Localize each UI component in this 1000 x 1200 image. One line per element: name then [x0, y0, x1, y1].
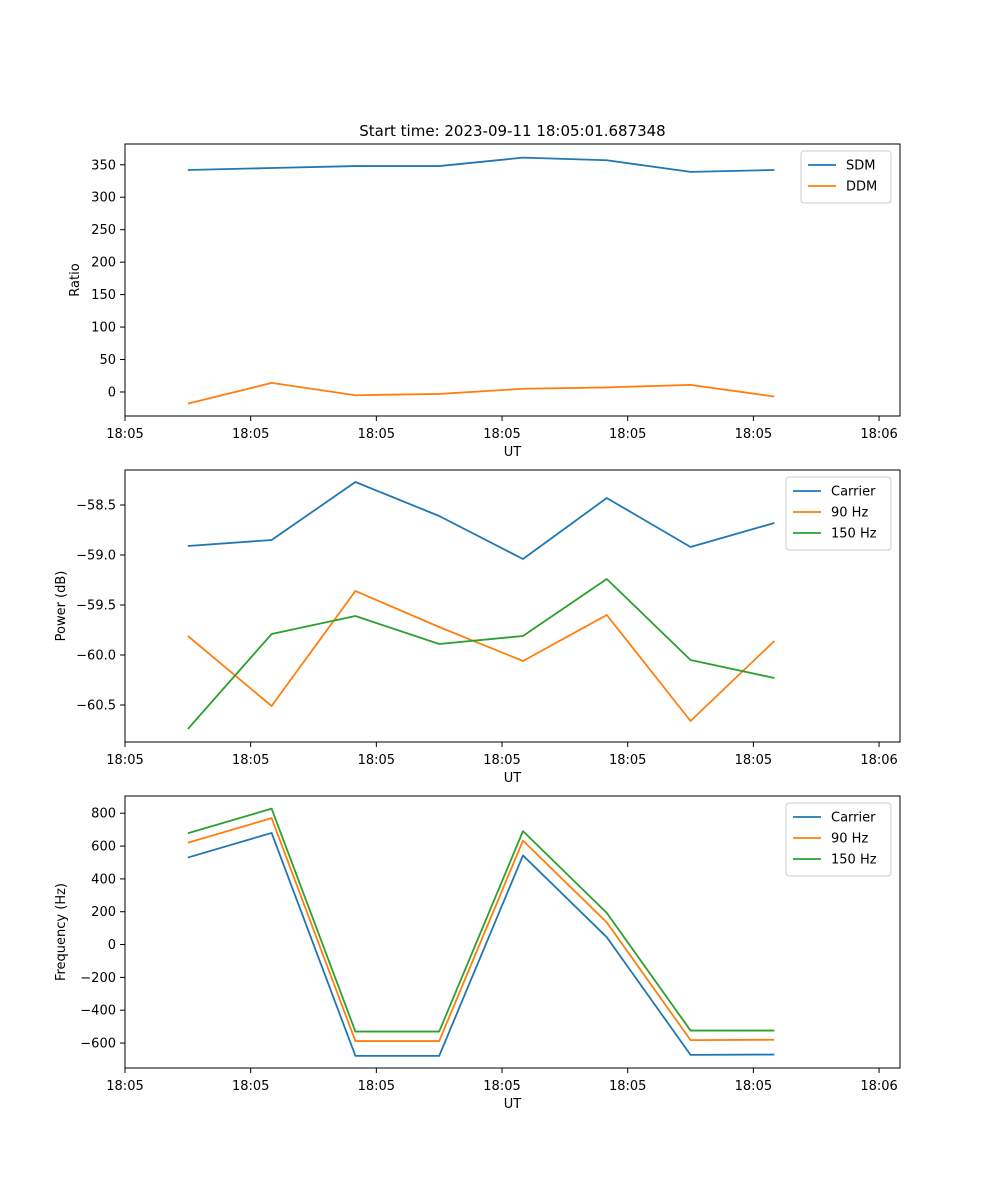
- y-tick-label: 600: [91, 840, 116, 855]
- x-axis-label: UT: [504, 445, 522, 460]
- legend-label: DDM: [846, 180, 877, 195]
- x-tick-label: 18:05: [483, 753, 520, 768]
- y-axis-label: Power (dB): [54, 571, 69, 642]
- legend: Carrier 90 Hz 150 Hz: [785, 476, 892, 551]
- legend: Carrier 90 Hz 150 Hz: [785, 802, 892, 877]
- y-tick-label: −60.0: [76, 649, 116, 664]
- x-tick-label: 18:05: [106, 753, 143, 768]
- series-line-90-hz: [187, 590, 775, 722]
- legend-label: 150 Hz: [831, 853, 877, 868]
- y-tick-label: 200: [91, 256, 116, 271]
- y-tick-label: −59.5: [76, 599, 116, 614]
- legend: SDM DDM: [800, 150, 892, 204]
- x-tick-label: 18:05: [609, 427, 646, 442]
- y-tick-label: 0: [108, 938, 116, 953]
- legend-box: [800, 150, 892, 204]
- y-tick-label: 100: [91, 321, 116, 336]
- legend-label: Carrier: [831, 811, 876, 826]
- x-tick-label: 18:05: [106, 1079, 143, 1094]
- x-tick-label: 18:05: [735, 753, 772, 768]
- y-tick-label: 50: [99, 353, 116, 368]
- x-tick-label: 18:05: [358, 427, 395, 442]
- x-tick-label: 18:05: [358, 1079, 395, 1094]
- chart-2: 18:05 18:05 18:05 18:05 18:05 18:05 18:06 −60.5…: [54, 469, 901, 786]
- x-tick-label: 18:05: [106, 427, 143, 442]
- y-tick-label: 250: [91, 223, 116, 238]
- chart-title: Start time: 2023-09-11 18:05:01.687348: [359, 122, 665, 140]
- axes-frame: [124, 143, 901, 417]
- legend-label: Carrier: [831, 485, 876, 500]
- series-line-150-hz: [187, 578, 775, 730]
- legend-box: [785, 802, 892, 877]
- x-tick-label: 18:05: [735, 1079, 772, 1094]
- y-axis-label: Frequency (Hz): [54, 883, 69, 981]
- y-tick-label: −400: [80, 1004, 116, 1019]
- y-tick-label: 400: [91, 872, 116, 887]
- x-tick-label: 18:05: [232, 1079, 269, 1094]
- y-tick-label: 150: [91, 288, 116, 303]
- series-line-carrier: [187, 832, 775, 1057]
- y-axis-label: Ratio: [68, 263, 83, 296]
- x-tick-label: 18:05: [483, 427, 520, 442]
- y-tick-label: −58.5: [76, 499, 116, 514]
- legend-label: 90 Hz: [831, 832, 868, 847]
- x-tick-label: 18:05: [735, 427, 772, 442]
- series-line-ddm: [187, 381, 775, 405]
- x-tick-label: 18:05: [232, 427, 269, 442]
- x-tick-label: 18:05: [609, 1079, 646, 1094]
- y-tick-label: 200: [91, 905, 116, 920]
- y-tick-label: 800: [91, 807, 116, 822]
- legend-box: [785, 476, 892, 551]
- x-axis-label: UT: [504, 1097, 522, 1112]
- x-tick-label: 18:06: [860, 753, 897, 768]
- x-tick-label: 18:06: [860, 1079, 897, 1094]
- legend-label: 90 Hz: [831, 506, 868, 521]
- x-tick-label: 18:06: [860, 427, 897, 442]
- y-tick-label: −59.0: [76, 549, 116, 564]
- y-tick-label: 0: [108, 385, 116, 400]
- x-tick-label: 18:05: [483, 1079, 520, 1094]
- chart-1: 18:05 18:05 18:05 18:05 18:05 18:05 18:06 0 50 10…: [68, 122, 901, 460]
- series-line-150-hz: [187, 807, 775, 1033]
- series-line-carrier: [187, 481, 775, 560]
- legend-label: 150 Hz: [831, 527, 877, 542]
- y-tick-label: 300: [91, 191, 116, 206]
- y-tick-label: −60.5: [76, 699, 116, 714]
- x-tick-label: 18:05: [609, 753, 646, 768]
- x-tick-label: 18:05: [232, 753, 269, 768]
- legend-label: SDM: [846, 159, 875, 174]
- series-line-90-hz: [187, 817, 775, 1042]
- x-axis-label: UT: [504, 771, 522, 786]
- series-line-sdm: [187, 156, 775, 173]
- x-tick-label: 18:05: [358, 753, 395, 768]
- chart-3: 18:05 18:05 18:05 18:05 18:05 18:05 18:06 −600 −…: [54, 795, 901, 1112]
- axes-frame: [124, 795, 901, 1069]
- axes-frame: [124, 469, 901, 743]
- y-tick-label: 350: [91, 158, 116, 173]
- y-tick-label: −600: [80, 1037, 116, 1052]
- y-tick-label: −200: [80, 971, 116, 986]
